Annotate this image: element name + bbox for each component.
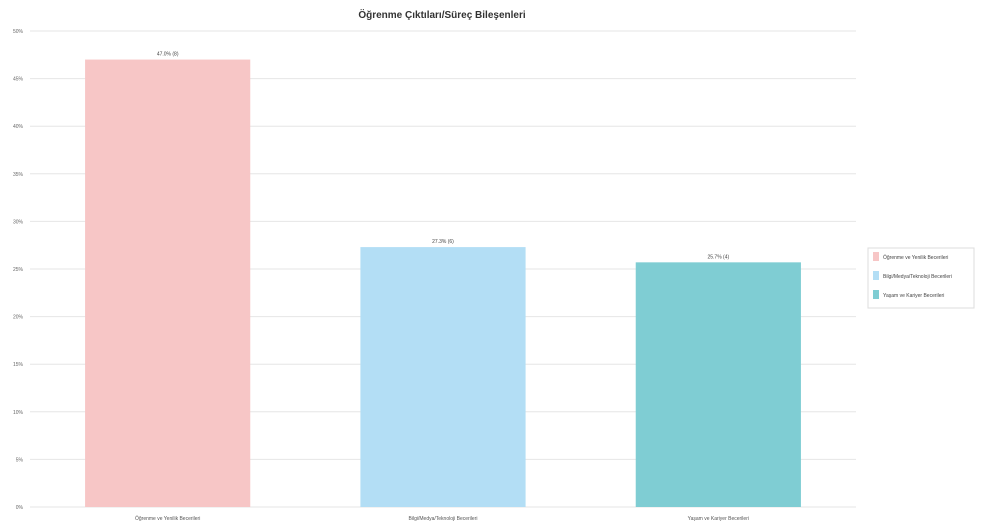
x-axis-labels: Öğrenme ve Yenilik Becerileri Bilgi/Medya… bbox=[135, 515, 749, 522]
data-label: 27.3% (6) bbox=[432, 239, 454, 245]
bar bbox=[85, 59, 251, 508]
y-tick-label: 25% bbox=[13, 267, 24, 273]
y-tick-label: 30% bbox=[13, 219, 24, 225]
legend-label: Yaşam ve Kariyer Becerileri bbox=[883, 293, 944, 299]
x-tick-label: Bilgi/Medya/Teknoloji Becerileri bbox=[409, 516, 478, 522]
y-tick-label: 40% bbox=[13, 124, 24, 130]
bar bbox=[635, 262, 801, 507]
legend-swatch bbox=[873, 271, 879, 280]
y-tick-label: 45% bbox=[13, 77, 24, 83]
legend-swatch bbox=[873, 252, 879, 261]
legend-box bbox=[867, 247, 975, 309]
y-tick-label: 0% bbox=[16, 505, 24, 511]
legend-label: Öğrenme ve Yenilik Becerileri bbox=[883, 254, 948, 261]
y-axis-ticks: 0% 5% 10% 15% 20% 25% 30% 35% 40% 45% 50% bbox=[13, 29, 24, 511]
data-label: 25.7% (4) bbox=[707, 254, 729, 260]
y-tick-label: 20% bbox=[13, 315, 24, 321]
data-labels: 47.0% (8) 27.3% (6) 25.7% (4) bbox=[157, 52, 730, 261]
legend: Öğrenme ve Yenilik Becerileri Bilgi/Medya… bbox=[867, 247, 975, 309]
y-tick-label: 15% bbox=[13, 362, 24, 368]
y-tick-label: 10% bbox=[13, 410, 24, 416]
x-tick-label: Yaşam ve Kariyer Becerileri bbox=[688, 516, 749, 522]
x-tick-label: Öğrenme ve Yenilik Becerileri bbox=[135, 515, 200, 522]
legend-label: Bilgi/Medya/Teknoloji Becerileri bbox=[883, 274, 952, 280]
y-tick-label: 5% bbox=[16, 457, 24, 463]
chart-title: Öğrenme Çıktıları/Süreç Bileşenleri bbox=[358, 8, 526, 21]
bar bbox=[360, 247, 526, 507]
data-label: 47.0% (8) bbox=[157, 52, 179, 58]
legend-swatch bbox=[873, 290, 879, 299]
y-tick-label: 35% bbox=[13, 172, 24, 178]
y-tick-label: 50% bbox=[13, 29, 24, 35]
bars bbox=[85, 59, 801, 508]
